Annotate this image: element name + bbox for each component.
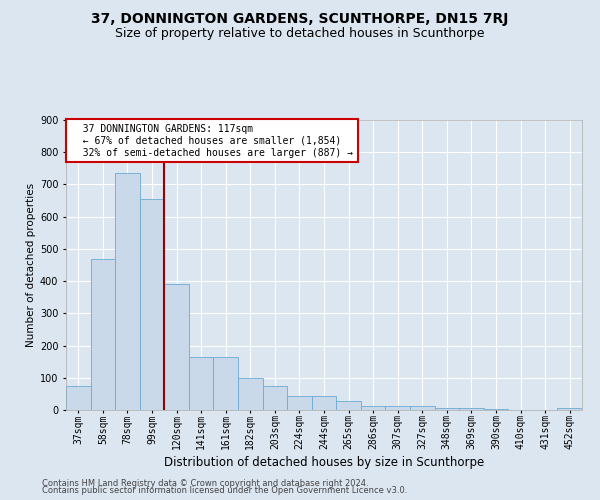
Bar [385,406,410,410]
Bar [189,357,214,410]
Bar [557,408,582,410]
Bar [459,408,484,410]
Bar [66,386,91,410]
Text: Contains public sector information licensed under the Open Government Licence v3: Contains public sector information licen… [42,486,407,495]
Bar [336,401,361,410]
Bar [410,406,434,410]
Bar [115,173,140,410]
Text: Size of property relative to detached houses in Scunthorpe: Size of property relative to detached ho… [115,28,485,40]
Bar [214,357,238,410]
Bar [91,258,115,410]
Text: 37 DONNINGTON GARDENS: 117sqm
  ← 67% of detached houses are smaller (1,854)
  3: 37 DONNINGTON GARDENS: 117sqm ← 67% of d… [71,124,353,158]
X-axis label: Distribution of detached houses by size in Scunthorpe: Distribution of detached houses by size … [164,456,484,469]
Text: Contains HM Land Registry data © Crown copyright and database right 2024.: Contains HM Land Registry data © Crown c… [42,478,368,488]
Bar [238,378,263,410]
Bar [164,284,189,410]
Bar [361,406,385,410]
Bar [312,396,336,410]
Y-axis label: Number of detached properties: Number of detached properties [26,183,35,347]
Bar [140,199,164,410]
Text: 37, DONNINGTON GARDENS, SCUNTHORPE, DN15 7RJ: 37, DONNINGTON GARDENS, SCUNTHORPE, DN15… [91,12,509,26]
Bar [263,386,287,410]
Bar [287,396,312,410]
Bar [434,408,459,410]
